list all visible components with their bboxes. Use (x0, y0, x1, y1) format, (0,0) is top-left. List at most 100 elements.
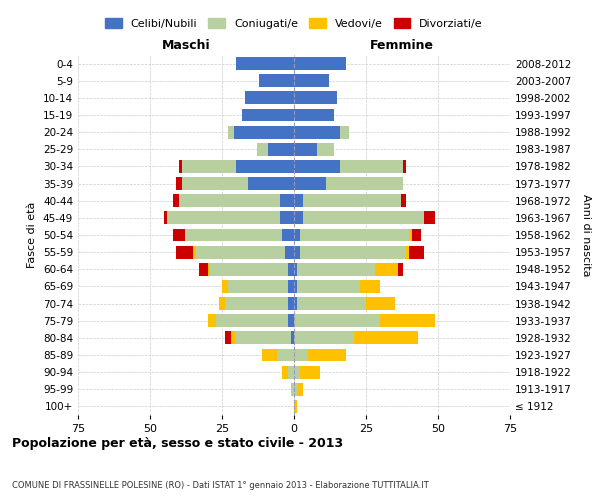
Bar (294, 348, 308, 362)
Bar (294, 297, 297, 310)
Bar (297, 263, 374, 276)
Bar (268, 143, 294, 156)
Bar (176, 246, 193, 258)
Bar (294, 177, 326, 190)
Bar (406, 246, 409, 258)
Bar (236, 160, 294, 173)
Bar (294, 400, 297, 413)
Bar (228, 126, 233, 138)
Bar (340, 160, 403, 173)
Bar (219, 297, 225, 310)
Bar (294, 228, 300, 241)
Text: Femmine: Femmine (370, 38, 434, 52)
Text: Maschi: Maschi (161, 38, 211, 52)
Bar (288, 280, 294, 293)
Bar (294, 246, 300, 258)
Bar (173, 194, 179, 207)
Bar (294, 314, 380, 327)
Bar (294, 57, 346, 70)
Bar (199, 263, 208, 276)
Text: Popolazione per età, sesso e stato civile - 2013: Popolazione per età, sesso e stato civil… (12, 437, 343, 450)
Bar (283, 366, 288, 378)
Text: COMUNE DI FRASSINELLE POLESINE (RO) - Dati ISTAT 1° gennaio 2013 - Elaborazione : COMUNE DI FRASSINELLE POLESINE (RO) - Da… (12, 481, 429, 490)
Bar (294, 383, 297, 396)
Bar (288, 297, 294, 310)
Bar (291, 383, 294, 396)
Bar (233, 126, 294, 138)
Bar (294, 194, 302, 207)
Bar (225, 297, 288, 310)
Bar (326, 177, 403, 190)
Bar (302, 212, 424, 224)
Bar (182, 177, 248, 190)
Bar (294, 366, 300, 378)
Bar (222, 280, 228, 293)
Bar (297, 280, 360, 293)
Bar (300, 228, 409, 241)
Bar (280, 194, 294, 207)
Bar (230, 332, 236, 344)
Bar (403, 160, 406, 173)
Bar (236, 332, 291, 344)
Bar (280, 212, 294, 224)
Bar (173, 228, 185, 241)
Bar (196, 246, 286, 258)
Bar (208, 263, 211, 276)
Bar (277, 348, 294, 362)
Bar (409, 228, 412, 241)
Bar (317, 143, 334, 156)
Bar (211, 263, 288, 276)
Bar (308, 348, 346, 362)
Bar (288, 366, 294, 378)
Bar (355, 332, 418, 344)
Bar (340, 126, 349, 138)
Bar (302, 194, 401, 207)
Bar (179, 160, 182, 173)
Bar (297, 383, 302, 396)
Bar (401, 194, 406, 207)
Bar (185, 228, 283, 241)
Bar (228, 280, 288, 293)
Bar (294, 126, 340, 138)
Bar (294, 143, 317, 156)
Bar (297, 297, 366, 310)
Bar (259, 74, 294, 87)
Bar (300, 366, 320, 378)
Bar (242, 108, 294, 122)
Bar (294, 108, 334, 122)
Bar (164, 212, 167, 224)
Bar (288, 263, 294, 276)
Legend: Celibi/Nubili, Coniugati/e, Vedovi/e, Divorziati/e: Celibi/Nubili, Coniugati/e, Vedovi/e, Di… (101, 14, 487, 34)
Bar (366, 297, 395, 310)
Bar (182, 160, 236, 173)
Bar (193, 246, 196, 258)
Bar (179, 194, 280, 207)
Bar (380, 314, 435, 327)
Bar (294, 332, 355, 344)
Bar (236, 57, 294, 70)
Y-axis label: Fasce di età: Fasce di età (28, 202, 37, 268)
Bar (294, 160, 340, 173)
Bar (300, 246, 406, 258)
Bar (424, 212, 435, 224)
Bar (216, 314, 288, 327)
Bar (176, 177, 182, 190)
Bar (262, 348, 277, 362)
Bar (208, 314, 216, 327)
Bar (374, 263, 398, 276)
Y-axis label: Anni di nascita: Anni di nascita (581, 194, 591, 276)
Bar (167, 212, 280, 224)
Bar (412, 228, 421, 241)
Bar (225, 332, 230, 344)
Bar (294, 263, 297, 276)
Bar (283, 228, 294, 241)
Bar (257, 143, 268, 156)
Bar (360, 280, 380, 293)
Bar (409, 246, 424, 258)
Bar (288, 314, 294, 327)
Bar (294, 212, 302, 224)
Bar (294, 74, 329, 87)
Bar (294, 280, 297, 293)
Bar (291, 332, 294, 344)
Bar (245, 92, 294, 104)
